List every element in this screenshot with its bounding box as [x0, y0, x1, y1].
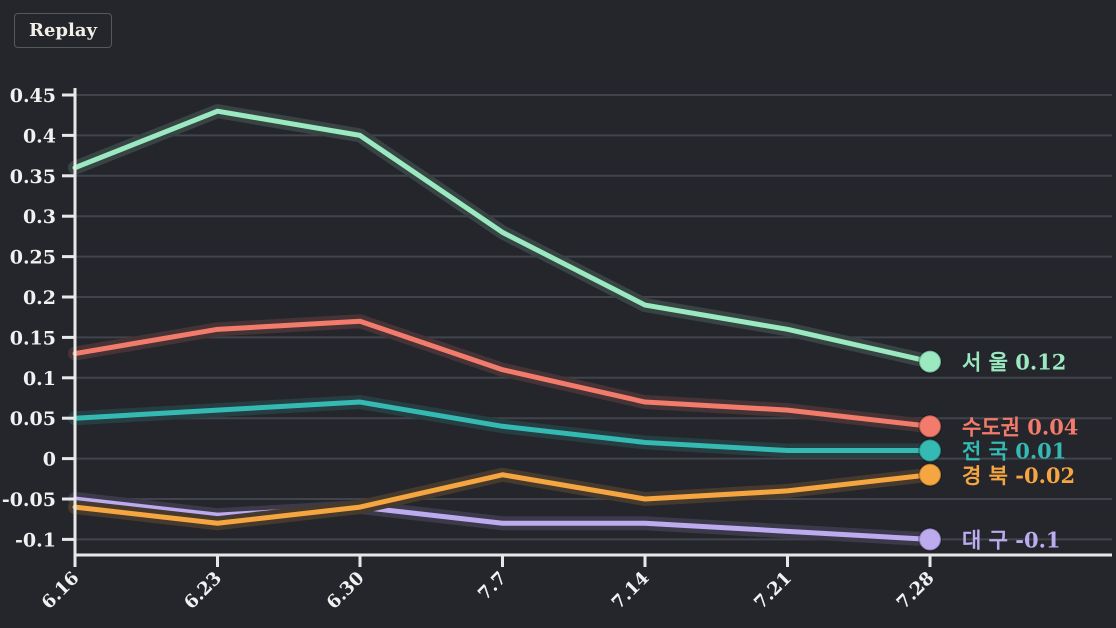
y-tick-label: -0.05 [2, 489, 56, 511]
x-tick-label: 7.28 [893, 568, 939, 614]
series-line-jeonguk [72, 399, 933, 454]
y-tick-label: 0.1 [23, 368, 56, 390]
x-tick-label: 6.23 [180, 568, 226, 614]
x-tick-label: 7.7 [474, 568, 511, 605]
y-tick-label: 0.3 [23, 206, 56, 228]
y-tick-label: -0.1 [15, 529, 56, 551]
y-tick-label: 0.05 [10, 408, 56, 430]
series-label-sudogwon: 수도권 0.04 [962, 414, 1078, 439]
series-endpoint-seoul [918, 349, 942, 374]
series-endpoint-gyeongbuk [918, 462, 942, 487]
series-halo-seoul [68, 104, 937, 369]
y-tick-label: 0.4 [23, 125, 56, 147]
series-endpoint-sudogwon [918, 414, 942, 439]
y-tick-label: 0.25 [10, 247, 56, 269]
y-tick-label: 0 [43, 449, 56, 471]
series-endpoint-jeonguk [918, 438, 942, 463]
series-line-daegu [72, 496, 933, 542]
series-line-gyeongbuk [72, 472, 933, 526]
series-label-jeonguk: 전 국 0.01 [962, 439, 1066, 464]
series-line-sudogwon [72, 318, 933, 429]
y-tick-label: 0.15 [10, 327, 56, 349]
x-tick-label: 7.21 [750, 568, 796, 614]
series-label-gyeongbuk: 경 북 -0.02 [962, 463, 1075, 488]
y-tick-label: 0.45 [10, 85, 56, 107]
x-tick-label: 6.30 [323, 568, 369, 614]
x-tick-label: 7.14 [608, 568, 654, 614]
y-tick-label: 0.35 [10, 166, 56, 188]
replay-button[interactable]: Replay [14, 13, 112, 48]
series-line-seoul [72, 108, 933, 365]
x-tick-label: 6.16 [38, 568, 84, 614]
series-label-seoul: 서 울 0.12 [962, 350, 1066, 375]
series-label-daegu: 대 구 -0.1 [962, 527, 1061, 552]
series-endpoint-daegu [918, 527, 942, 552]
y-tick-label: 0.2 [23, 287, 56, 309]
